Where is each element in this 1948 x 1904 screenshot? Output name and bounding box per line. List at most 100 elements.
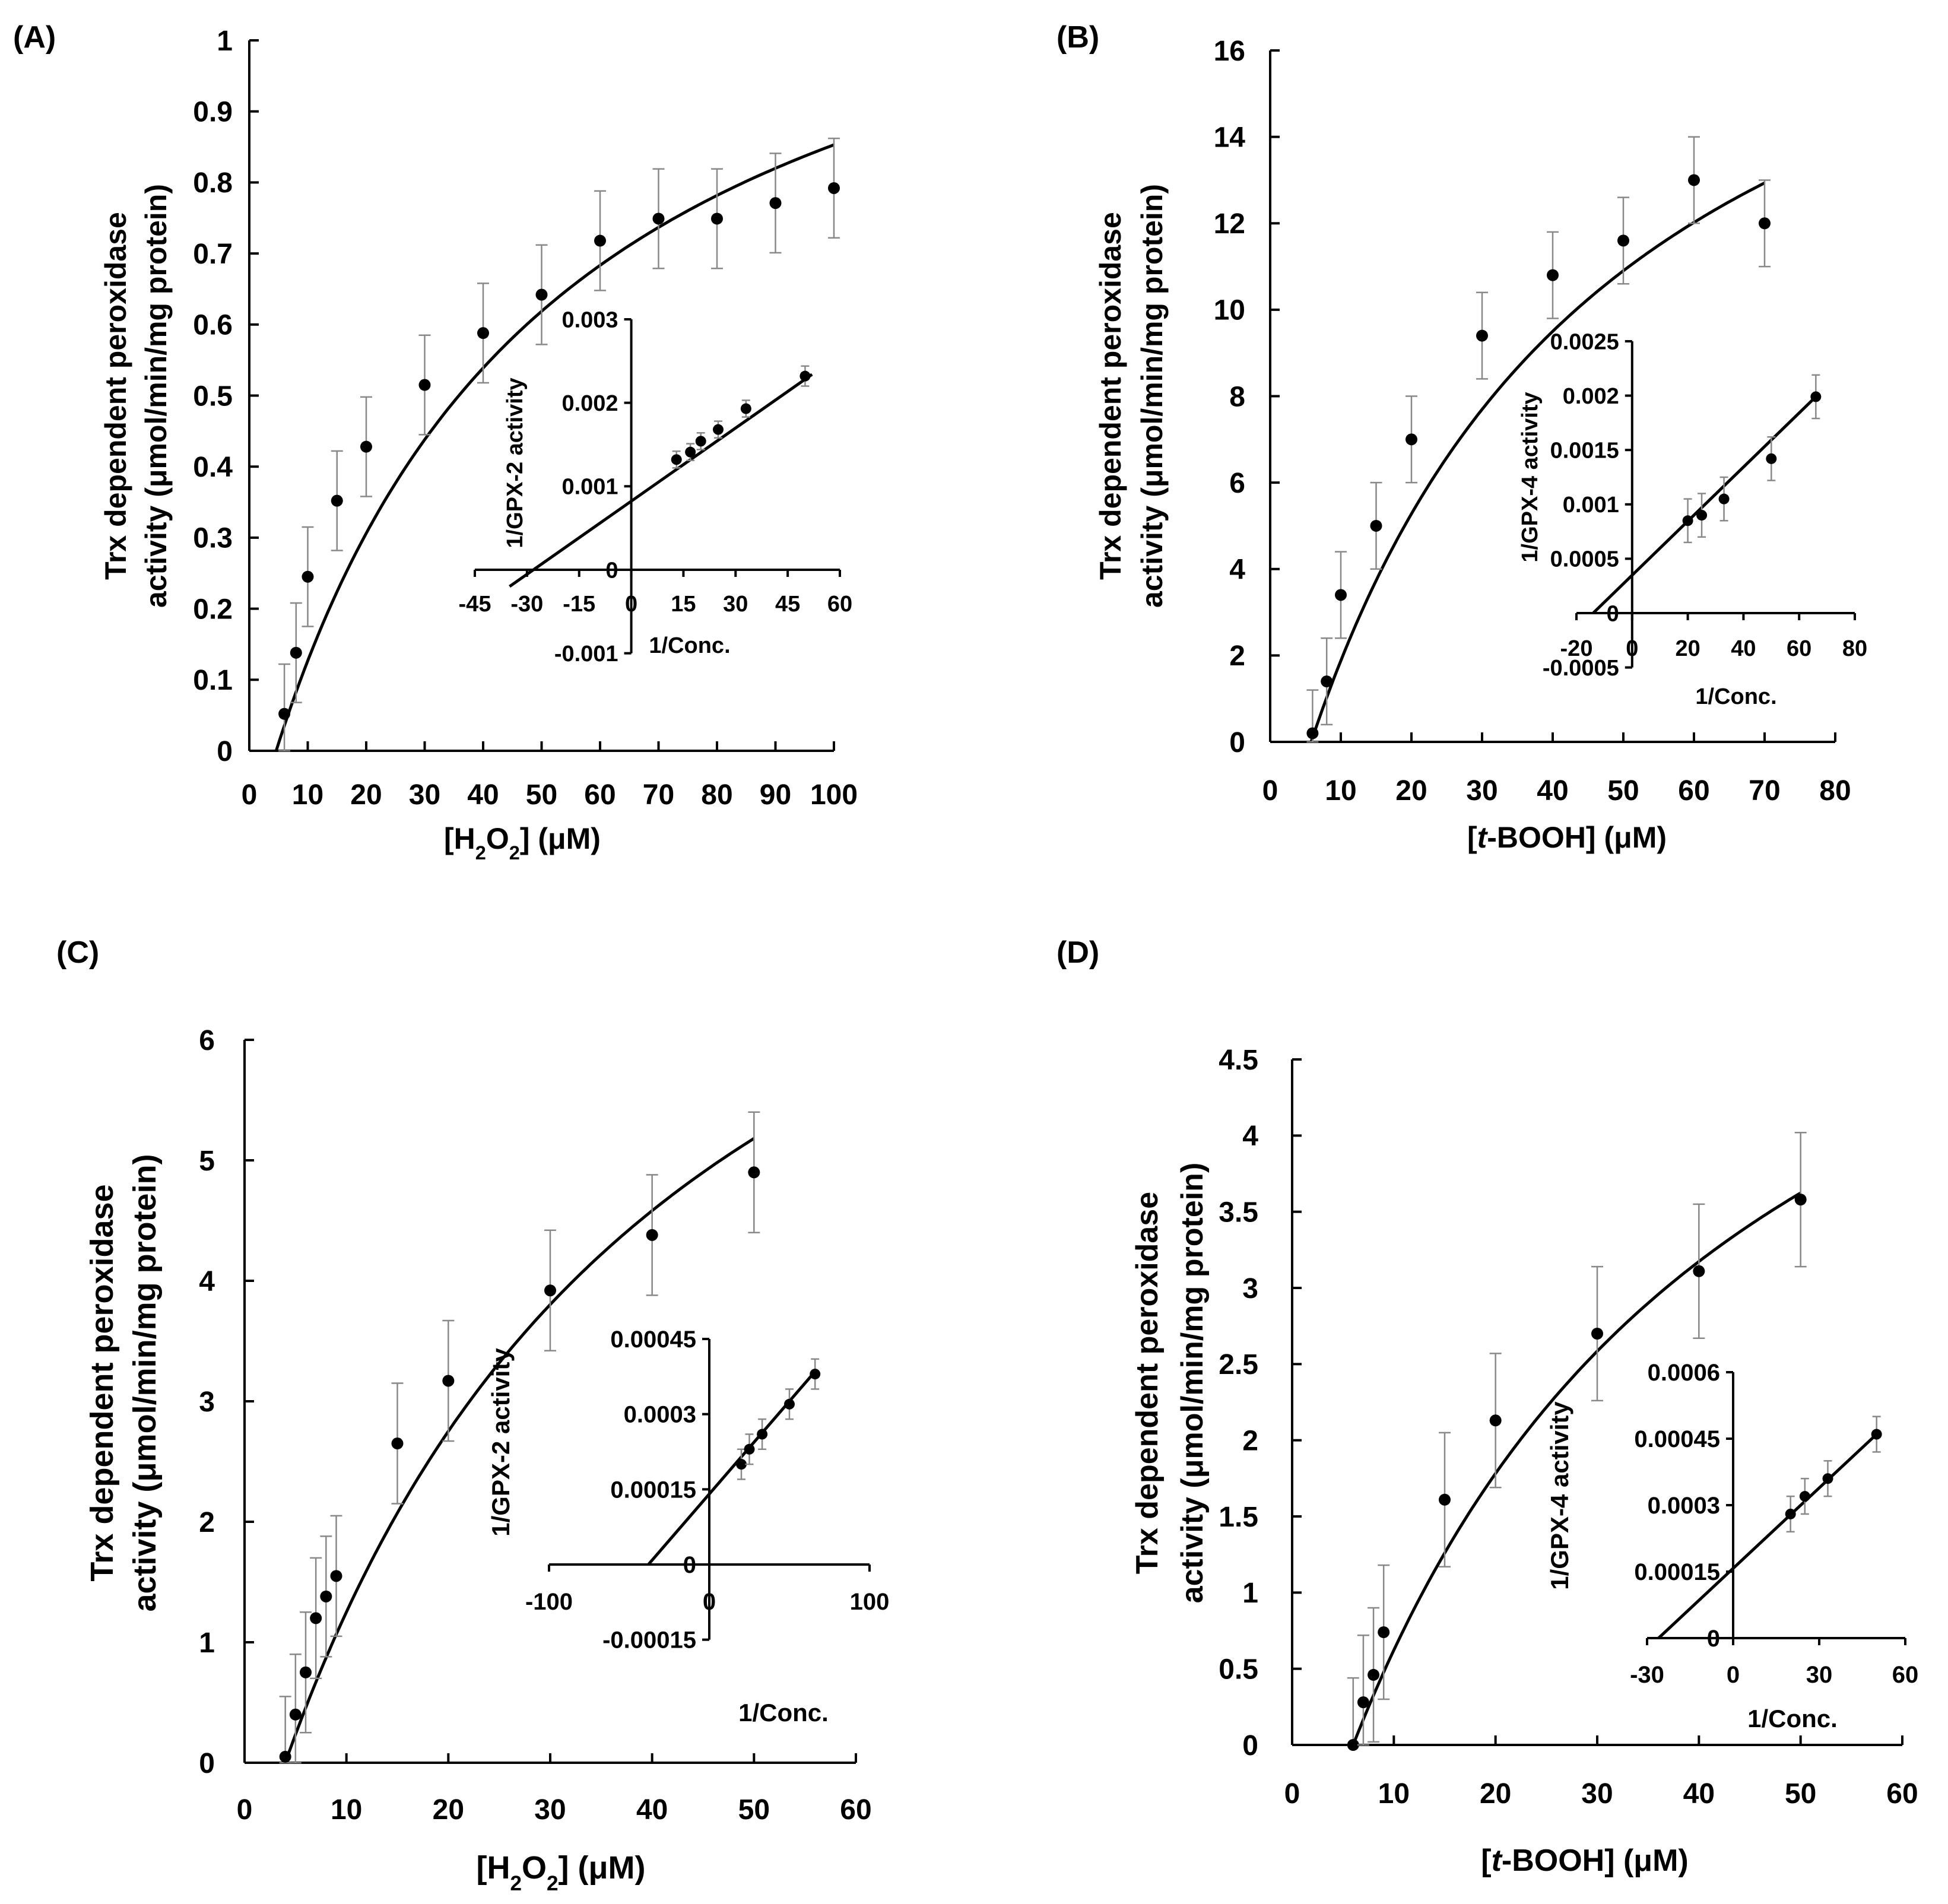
y-tick-label: 0.7: [193, 239, 233, 270]
data-point: [331, 494, 343, 507]
inset-data-point: [1696, 510, 1708, 521]
inset-y-tick-label: 0.002: [1563, 384, 1619, 409]
inset-x-tick-label: -30: [510, 592, 543, 617]
y-tick-label: 0.4: [193, 452, 233, 483]
inset-data-point: [784, 1398, 795, 1410]
inset-x-tick-label: 0: [703, 1589, 716, 1615]
inset-x-tick-label: 80: [1842, 636, 1867, 661]
data-point: [477, 327, 489, 339]
x-tick-label: 60: [1886, 1778, 1918, 1810]
x-tick-label: 40: [467, 779, 499, 811]
inset-x-tick-label: 60: [1787, 636, 1811, 661]
y-axis-label-line2: activity (μmol/min/mg protein): [127, 1154, 163, 1611]
y-axis-label-line2: activity (μmol/min/mg protein): [139, 184, 173, 608]
y-tick-label: 1: [217, 26, 233, 57]
data-point: [290, 646, 302, 659]
inset-data-point: [1810, 391, 1822, 402]
fit-curve: [1309, 181, 1766, 742]
fit-curve: [284, 1137, 755, 1763]
x-tick-label: 60: [840, 1794, 871, 1826]
x-tick-label: 0: [1262, 775, 1278, 807]
data-point: [330, 1570, 342, 1582]
inset-x-tick-label: 0: [1727, 1662, 1740, 1688]
inset-data-point: [1718, 493, 1730, 504]
x-tick-label: 30: [534, 1794, 566, 1826]
inset-x-tick-label: -20: [1560, 636, 1593, 661]
data-point: [302, 570, 314, 583]
inset-x-tick-label: -15: [563, 592, 595, 617]
inset-x-axis-label: 1/Conc.: [649, 633, 730, 658]
inset-y-axis-label: 1/GPX-2 activity: [503, 377, 528, 548]
data-point: [289, 1708, 302, 1721]
inset-data-point: [685, 446, 696, 458]
x-axis-label: [H2O2] (μM): [444, 822, 601, 864]
x-tick-label: 20: [1480, 1778, 1511, 1810]
y-tick-label: 0.5: [193, 380, 233, 412]
inset-x-tick-label: 15: [671, 592, 696, 617]
inset-y-tick-label: 0.003: [561, 307, 618, 332]
y-tick-label: 14: [1214, 122, 1246, 153]
data-point: [1347, 1739, 1359, 1751]
inset-data-point: [744, 1443, 755, 1455]
inset-x-tick-label: 100: [850, 1589, 890, 1615]
data-point: [1617, 234, 1629, 247]
inset-data-point: [810, 1369, 821, 1380]
inset-y-tick-label: 0.0025: [1550, 329, 1619, 354]
inset-plot: -20 0 20 40 60 80 -0.0005 0 0.0005 0.001 0.0015 0.0…: [1518, 329, 1867, 709]
data-point: [652, 212, 665, 225]
y-tick-label: 4: [199, 1266, 215, 1297]
inset-y-tick-label: 0.001: [1563, 493, 1619, 518]
y-axis-label-line1: Trx dependent peroxidase: [1130, 1192, 1165, 1574]
inset-y-tick-label: 0.0005: [1550, 547, 1619, 572]
y-tick-label: 0: [199, 1748, 215, 1779]
y-tick-label: 2.5: [1219, 1349, 1258, 1381]
data-point: [1357, 1696, 1369, 1709]
y-tick-label: 2: [1229, 640, 1245, 672]
inset-plot: -30 0 30 60 0 0.00015 0.0003 0.00045 0.0006 1/Con…: [1546, 1360, 1918, 1732]
x-tick-label: 0: [242, 779, 258, 811]
fit-curve: [274, 143, 835, 751]
data-point: [300, 1666, 312, 1678]
inset-y-tick-label: 0: [1607, 601, 1619, 626]
panel-c: (C) 0 10 20 30 40 50 60 0 1 2 3 4 5 6 [H2O2] (μM) Trx de…: [56, 935, 889, 1895]
panel-b: (B) 0 10 20 30 40 50 60 70 80 0 2 4 6 8 10 12 14 16 [t-BOOH…: [1057, 20, 1867, 854]
x-tick-label: 20: [1395, 775, 1427, 807]
panel-label: (A): [13, 20, 56, 55]
data-point: [544, 1284, 556, 1297]
inset-x-tick-label: 0: [1626, 636, 1638, 661]
inset-data-point: [1871, 1429, 1882, 1440]
inset-y-axis-label: 1/GPX-2 activity: [487, 1348, 515, 1537]
inset-y-tick-label: 0: [605, 558, 618, 583]
inset-y-tick-label: 0.002: [561, 391, 618, 416]
inset-data-point: [740, 403, 751, 414]
inset-x-tick-label: 40: [1731, 636, 1756, 661]
inset-y-tick-label: 0: [683, 1552, 696, 1578]
data-point: [1406, 433, 1417, 446]
data-point: [1370, 519, 1382, 532]
x-axis-label: [t-BOOH] (μM): [1481, 1843, 1689, 1878]
inset-y-axis-label: 1/GPX-4 activity: [1518, 392, 1543, 562]
inset-data-point: [1799, 1491, 1810, 1502]
data-point: [1335, 589, 1347, 601]
data-point: [1321, 675, 1333, 688]
y-tick-label: 5: [199, 1145, 215, 1177]
data-point: [418, 379, 431, 391]
data-point: [1489, 1414, 1502, 1427]
data-point: [535, 288, 548, 301]
inset-x-tick-label: -100: [525, 1589, 573, 1615]
x-tick-label: 10: [1325, 775, 1356, 807]
inset-y-tick-label: -0.0005: [1543, 656, 1619, 681]
inset-data-point: [713, 424, 724, 435]
y-tick-label: 0: [217, 736, 233, 767]
x-tick-label: 40: [1537, 775, 1568, 807]
y-tick-label: 0.3: [193, 523, 233, 554]
inset-data-point: [1766, 453, 1777, 464]
y-tick-label: 6: [1229, 468, 1245, 499]
inset-regression-line: [1657, 1433, 1878, 1639]
x-tick-label: 30: [1466, 775, 1498, 807]
inset-x-axis-label: 1/Conc.: [738, 1699, 829, 1727]
y-tick-label: 4: [1229, 554, 1245, 586]
x-tick-label: 10: [331, 1794, 362, 1826]
panel-a: (A)0 10 20 30 40 50 60 70 80 90 10000.10.20.30.40.…: [13, 20, 858, 864]
x-tick-label: 20: [350, 779, 382, 811]
